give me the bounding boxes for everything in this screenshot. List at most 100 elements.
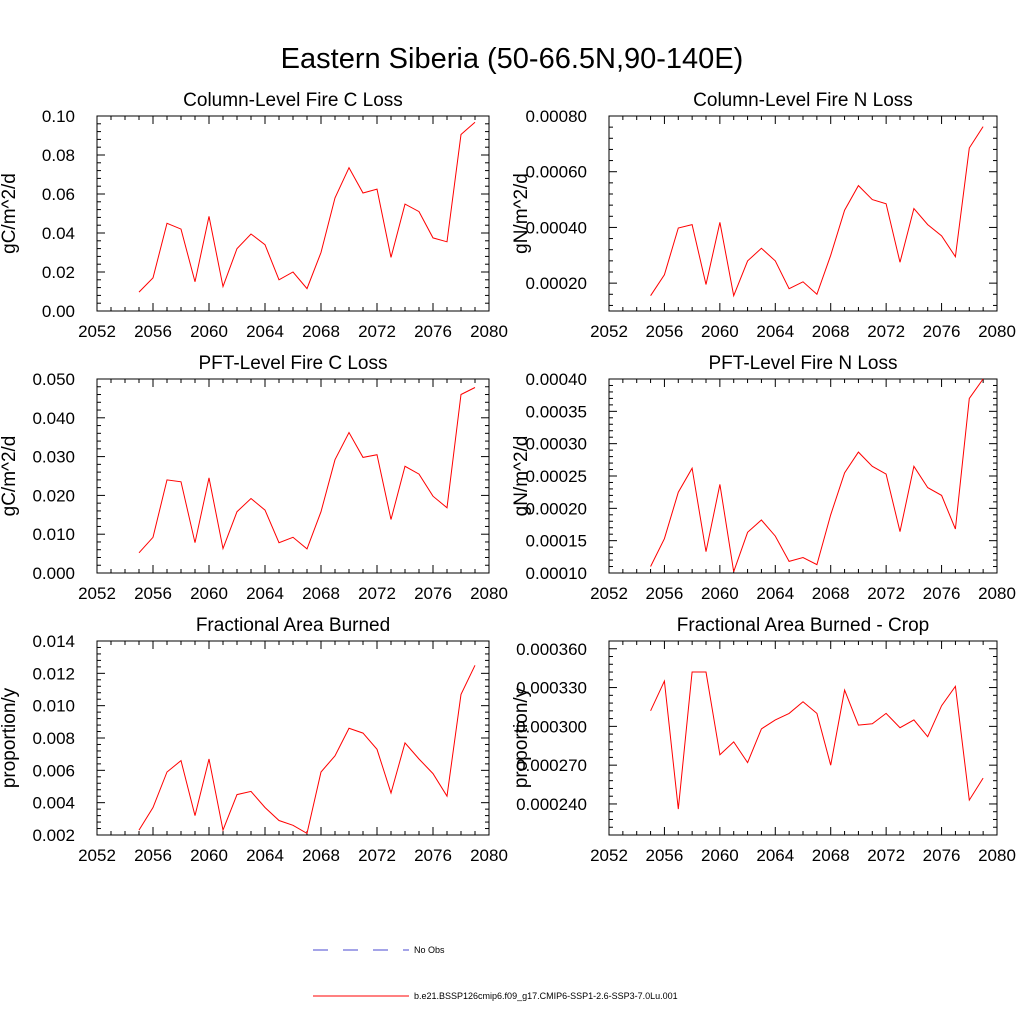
y-tick-label: 0.04 <box>42 224 75 243</box>
x-tick-label: 2064 <box>756 846 794 865</box>
x-tick-label: 2072 <box>867 846 905 865</box>
y-tick-label: 0.010 <box>32 525 75 544</box>
x-tick-label: 2052 <box>78 584 116 603</box>
x-tick-label: 2056 <box>134 584 172 603</box>
y-tick-label: 0.050 <box>32 370 75 389</box>
y-tick-label: 0.06 <box>42 185 75 204</box>
y-tick-label: 0.00020 <box>526 499 587 518</box>
chart-panel-6: Fractional Area Burned - Crop 2052 2056 206… <box>511 615 1016 865</box>
y-tick-label: 0.000360 <box>516 640 587 659</box>
y-tick-label: 0.00040 <box>526 218 587 237</box>
series-line-1 <box>650 126 984 298</box>
x-tick-label: 2060 <box>190 584 228 603</box>
y-tick-label: 0.00060 <box>526 163 587 182</box>
chart-panel-1: Column-Level Fire C Loss 2052 2056 2060 2064… <box>0 90 508 341</box>
x-tick-label: 2072 <box>358 846 396 865</box>
x-tick-label: 2072 <box>867 584 905 603</box>
x-tick-label: 2064 <box>756 322 794 341</box>
x-tick-label: 2052 <box>590 322 628 341</box>
figure-title: Eastern Siberia (50-66.5N,90-140E) <box>281 43 744 75</box>
legend-item-2: b.e21.BSSP126cmip6.f09_g17.CMIP6-SSP1-2.… <box>313 991 678 1001</box>
x-tick-label: 2072 <box>867 322 905 341</box>
x-tick-label: 2056 <box>646 584 684 603</box>
y-tick-label: 0.00035 <box>526 402 587 421</box>
x-tick-label: 2080 <box>470 322 508 341</box>
y-tick-label: 0.000300 <box>516 717 587 736</box>
y-tick-label: 0.000240 <box>516 795 587 814</box>
legend-item-1: No Obs <box>313 945 445 955</box>
y-tick-label: 0.006 <box>32 761 75 780</box>
x-tick-label: 2060 <box>701 846 739 865</box>
panel-title: Column-Level Fire C Loss <box>183 90 403 111</box>
y-tick-label: 0.008 <box>32 729 75 748</box>
y-tick-label: 0.00010 <box>526 564 587 583</box>
y-tick-label: 0.020 <box>32 486 75 505</box>
y-tick-label: 0.00015 <box>526 532 587 551</box>
x-tick-label: 2056 <box>646 322 684 341</box>
plot-frame <box>96 378 490 574</box>
y-tick-label: 0.000 <box>32 564 75 583</box>
x-tick-label: 2056 <box>134 846 172 865</box>
x-tick-label: 2060 <box>701 584 739 603</box>
y-tick-label: 0.00030 <box>526 435 587 454</box>
x-tick-label: 2064 <box>246 322 284 341</box>
y-tick-label: 0.012 <box>32 664 75 683</box>
panel-title: PFT-Level Fire C Loss <box>199 353 388 374</box>
panel-title: Fractional Area Burned - Crop <box>677 615 929 636</box>
x-tick-label: 2068 <box>812 846 850 865</box>
x-tick-label: 2076 <box>923 846 961 865</box>
plot-frame <box>608 378 998 574</box>
x-tick-label: 2064 <box>246 584 284 603</box>
x-tick-label: 2064 <box>246 846 284 865</box>
legend-label: No Obs <box>414 945 445 955</box>
x-tick-label: 2060 <box>190 846 228 865</box>
y-tick-label: 0.014 <box>32 632 75 651</box>
chart-panel-3: PFT-Level Fire C Loss 2052 2056 2060 2064 206… <box>0 353 508 603</box>
series-line-1 <box>650 378 984 572</box>
legend: No Obs b.e21.BSSP126cmip6.f09_g17.CMIP6-S… <box>313 945 678 1001</box>
series-line-1 <box>138 121 476 293</box>
y-tick-label: 0.002 <box>32 826 75 845</box>
y-tick-label: 0.02 <box>42 263 75 282</box>
x-tick-label: 2056 <box>134 322 172 341</box>
y-axis-label: gC/m^2/d <box>0 173 20 254</box>
y-tick-label: 0.00080 <box>526 107 587 126</box>
y-tick-label: 0.00020 <box>526 274 587 293</box>
y-tick-label: 0.10 <box>42 107 75 126</box>
y-tick-label: 0.000270 <box>516 756 587 775</box>
x-tick-label: 2080 <box>470 584 508 603</box>
x-tick-label: 2068 <box>302 846 340 865</box>
y-axis-label: gN/m^2/d <box>511 436 532 517</box>
y-tick-label: 0.00025 <box>526 467 587 486</box>
plot-frame <box>96 115 490 312</box>
y-axis-label: gN/m^2/d <box>511 173 532 254</box>
chart-panel-4: PFT-Level Fire N Loss 2052 2056 2060 2064 206… <box>511 353 1016 603</box>
x-tick-label: 2068 <box>812 322 850 341</box>
y-tick-label: 0.004 <box>32 794 75 813</box>
y-tick-label: 0.00040 <box>526 370 587 389</box>
x-tick-label: 2080 <box>470 846 508 865</box>
panels: Column-Level Fire C Loss 2052 2056 2060 2064… <box>0 90 1016 865</box>
y-tick-label: 0.08 <box>42 146 75 165</box>
y-tick-label: 0.030 <box>32 448 75 467</box>
x-tick-label: 2076 <box>414 322 452 341</box>
x-tick-label: 2052 <box>590 846 628 865</box>
y-axis-label: proportion/y <box>511 687 532 788</box>
series-line-1 <box>138 387 476 554</box>
x-tick-label: 2052 <box>590 584 628 603</box>
x-tick-label: 2072 <box>358 584 396 603</box>
y-axis-label: proportion/y <box>0 687 20 788</box>
panel-title: PFT-Level Fire N Loss <box>709 353 898 374</box>
x-tick-label: 2076 <box>923 584 961 603</box>
x-tick-label: 2076 <box>414 846 452 865</box>
x-tick-label: 2052 <box>78 322 116 341</box>
legend-label: b.e21.BSSP126cmip6.f09_g17.CMIP6-SSP1-2.… <box>414 991 678 1001</box>
y-tick-label: 0.040 <box>32 409 75 428</box>
panel-title: Column-Level Fire N Loss <box>693 90 913 111</box>
series-line-1 <box>650 671 984 810</box>
y-tick-label: 0.00 <box>42 302 75 321</box>
x-tick-label: 2080 <box>978 846 1016 865</box>
y-axis-label: gC/m^2/d <box>0 436 20 517</box>
series-line-1 <box>138 665 476 835</box>
